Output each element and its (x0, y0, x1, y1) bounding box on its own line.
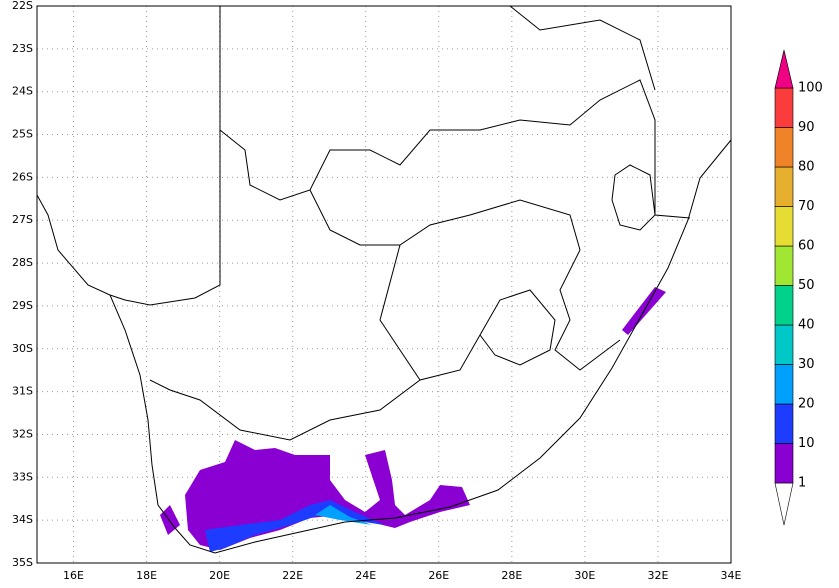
colorbar-segment (774, 245, 794, 286)
precip-area (315, 505, 372, 525)
border (149, 189, 621, 441)
colorbar-label: 60 (798, 239, 815, 254)
colorbar-label: 20 (798, 397, 815, 412)
colorbar-segment (774, 206, 794, 247)
colorbar-segment (774, 403, 794, 444)
colorbar-segment (774, 364, 794, 405)
colorbar-segment (774, 127, 794, 168)
lat-label: 24S (12, 85, 33, 98)
colorbar-label: 90 (798, 120, 815, 135)
lat-label: 30S (12, 342, 33, 355)
lat-label: 29S (12, 299, 33, 312)
lon-label: 22E (282, 569, 303, 582)
border (611, 164, 656, 231)
lon-label: 28E (501, 569, 522, 582)
lon-label: 34E (721, 569, 742, 582)
lon-label: 16E (63, 569, 84, 582)
lon-label: 26E (428, 569, 449, 582)
colorbar-label: 10 (798, 436, 815, 451)
border (109, 6, 221, 306)
lon-label: 18E (136, 569, 157, 582)
lat-label: 23S (12, 42, 33, 55)
lon-label: 30E (574, 569, 595, 582)
colorbar-label: 100 (798, 81, 823, 96)
colorbar-segment (774, 482, 794, 526)
colorbar-segment (774, 166, 794, 207)
lat-label: 26S (12, 170, 33, 183)
colorbar-label: 30 (798, 357, 815, 372)
colorbar-segment (774, 49, 794, 89)
map-frame (36, 5, 732, 564)
border (509, 5, 656, 91)
lat-label: 33S (12, 470, 33, 483)
colorbar-label: 70 (798, 199, 815, 214)
border (219, 79, 691, 219)
lon-label: 20E (209, 569, 230, 582)
colorbar-label: 40 (798, 318, 815, 333)
lat-label: 28S (12, 256, 33, 269)
colorbar-label: 50 (798, 278, 815, 293)
colorbar-label: 1 (798, 476, 806, 491)
colorbar: 1 10 20 30 40 50 60 70 80 90 100 (774, 49, 823, 526)
colorbar-segment (774, 87, 794, 128)
colorbar-segment (774, 324, 794, 365)
lat-label: 35S (12, 556, 33, 569)
axis-labels: 22S 23S 24S 25S 26S 27S 28S 29S 30S 31S 32S 33S 34S 3… (12, 0, 742, 582)
lat-label: 31S (12, 385, 33, 398)
lat-label: 22S (12, 0, 33, 12)
lat-label: 25S (12, 128, 33, 141)
lat-label: 32S (12, 427, 33, 440)
boundaries (36, 5, 732, 554)
lat-label: 34S (12, 513, 33, 526)
lon-label: 24E (355, 569, 376, 582)
precip-area (185, 440, 470, 550)
colorbar-segment (774, 443, 794, 484)
lat-label: 27S (12, 213, 33, 226)
precip-shading (160, 287, 666, 552)
border (479, 289, 556, 366)
lon-label: 32E (647, 569, 668, 582)
colorbar-segment (774, 285, 794, 326)
colorbar-label: 80 (798, 160, 815, 175)
coastline (36, 139, 732, 554)
